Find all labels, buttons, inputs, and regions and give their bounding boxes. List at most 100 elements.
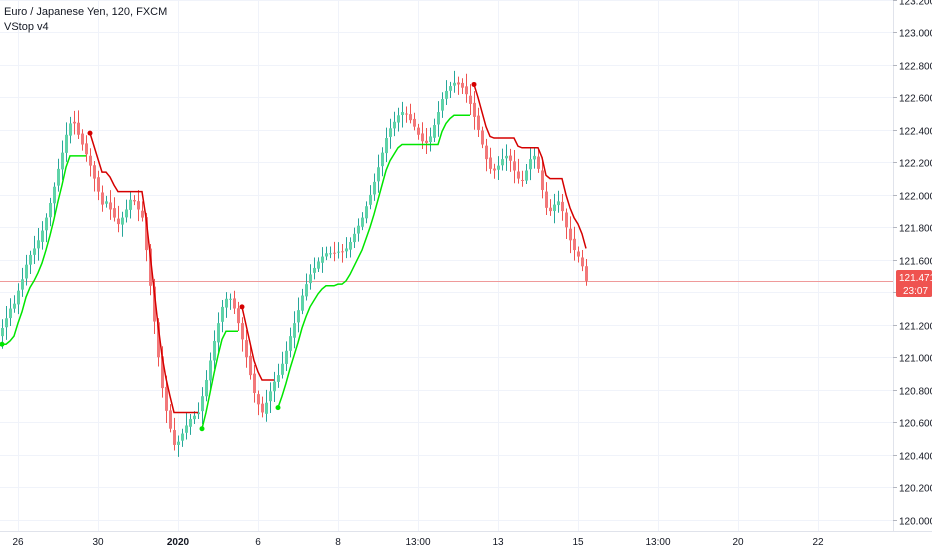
candle-body	[353, 233, 356, 243]
candle	[249, 344, 252, 380]
candle-body	[333, 252, 336, 254]
candle	[105, 195, 108, 208]
candle-body	[273, 381, 276, 392]
candle-body	[289, 336, 292, 351]
candle-body	[173, 430, 176, 445]
candle-body	[201, 396, 204, 412]
candle	[533, 147, 536, 169]
candle-body	[373, 181, 376, 195]
candle	[81, 129, 84, 151]
vstop-up-segment	[2, 155, 86, 346]
candle-body	[469, 95, 472, 104]
vstop-flip-marker	[199, 426, 205, 432]
candle	[209, 352, 212, 391]
candle	[545, 182, 548, 215]
candle-body	[149, 248, 152, 286]
countdown-value: 23:07	[903, 286, 928, 297]
candle	[569, 216, 572, 254]
last-price-value: 121.471	[899, 273, 932, 284]
candle-body	[553, 204, 556, 212]
candle-body	[221, 306, 224, 322]
candle-body	[137, 201, 140, 210]
candle-body	[417, 127, 420, 135]
x-tick-label: 22	[812, 537, 824, 548]
candle	[57, 158, 60, 192]
candle-body	[341, 251, 344, 253]
candle-body	[349, 241, 352, 250]
candle	[77, 110, 80, 140]
candle-body	[21, 279, 24, 290]
candle	[325, 246, 328, 261]
candle	[529, 148, 532, 181]
y-tick-label: 122.000	[899, 192, 932, 203]
candle-body	[325, 253, 328, 257]
candle	[501, 148, 504, 171]
candle-body	[33, 248, 36, 255]
candle-body	[393, 121, 396, 129]
candle	[253, 364, 256, 403]
candle-body	[225, 298, 228, 308]
candle-body	[49, 202, 52, 218]
candle-body	[425, 140, 428, 143]
candle	[341, 244, 344, 263]
candle	[309, 264, 312, 290]
last-price-badge: 121.471 23:07	[896, 270, 932, 297]
candle-body	[545, 191, 548, 208]
candle	[45, 213, 48, 243]
candle	[409, 103, 412, 124]
vstop-up-segment	[201, 330, 238, 429]
candle	[193, 411, 196, 424]
candle-body	[369, 194, 372, 205]
candle-body	[389, 128, 392, 137]
candle-body	[145, 217, 148, 251]
candle-body	[1, 328, 4, 337]
candle	[225, 292, 228, 318]
candle	[521, 170, 524, 187]
candle	[345, 237, 348, 259]
candle-body	[313, 267, 316, 273]
candle	[189, 413, 192, 435]
candle	[429, 127, 432, 152]
candle-body	[581, 257, 584, 267]
y-tick-label: 120.800	[899, 387, 932, 398]
candle	[453, 70, 456, 93]
x-tick-label: 30	[92, 537, 104, 548]
candle	[21, 267, 24, 297]
candle-body	[53, 186, 56, 204]
candle	[93, 161, 96, 192]
candle	[577, 246, 580, 263]
vstop-line	[0, 81, 587, 432]
candle-body	[61, 152, 64, 170]
candle	[65, 122, 68, 162]
vstop-down-segment	[89, 132, 198, 414]
indicator-title[interactable]: VStop v4	[4, 21, 49, 33]
candle	[25, 254, 28, 286]
candle	[281, 351, 284, 379]
candle-body	[557, 201, 560, 206]
candle-body	[85, 143, 88, 155]
candle-body	[261, 403, 264, 413]
candle	[585, 259, 588, 286]
candle	[489, 147, 492, 174]
candle	[129, 192, 132, 219]
candle-body	[405, 113, 408, 115]
candle	[177, 435, 180, 457]
symbol-title[interactable]: Euro / Japanese Yen, 120, FXCM	[4, 6, 168, 18]
time-axis[interactable]: 26 30 2020 6 8 13:00 13 15 13:00 20 22	[0, 531, 932, 549]
candle	[525, 164, 528, 185]
vstop-down-segment	[241, 306, 274, 381]
candle-body	[9, 308, 12, 319]
vstop-up-segment	[277, 114, 470, 408]
candle-body	[489, 157, 492, 169]
candle	[473, 91, 476, 130]
candle-body	[569, 228, 572, 241]
candle-body	[493, 168, 496, 171]
candle	[509, 148, 512, 172]
candle-body	[561, 201, 564, 212]
candle	[313, 257, 316, 280]
candle	[369, 185, 372, 210]
candle	[293, 311, 296, 349]
candles	[1, 70, 588, 457]
candle-body	[517, 171, 520, 179]
